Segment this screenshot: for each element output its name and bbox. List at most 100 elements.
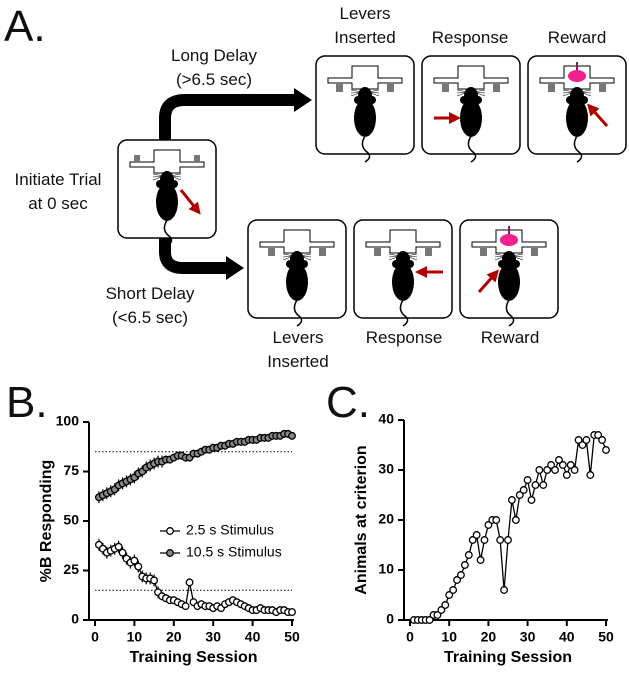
whisker bbox=[388, 253, 401, 257]
mouse-tail bbox=[505, 299, 515, 327]
data-point bbox=[574, 436, 583, 444]
whisker bbox=[511, 253, 524, 257]
mouse-tail bbox=[573, 135, 583, 163]
data-point bbox=[507, 496, 516, 504]
mouse-body bbox=[460, 99, 482, 137]
chamber-wall bbox=[327, 65, 403, 90]
mouse-body bbox=[392, 263, 414, 301]
data-point bbox=[504, 536, 512, 544]
x-tick-label: 10 bbox=[127, 629, 143, 645]
whisker bbox=[152, 175, 165, 178]
whisker bbox=[152, 175, 165, 181]
lever bbox=[531, 248, 538, 256]
stage-label: Reward bbox=[480, 328, 540, 347]
chamber-wall bbox=[365, 229, 441, 254]
x-tick-label: 20 bbox=[166, 629, 182, 645]
panel-label: A. bbox=[4, 2, 46, 51]
y-axis-label: %B Responding bbox=[38, 460, 55, 583]
whisker bbox=[456, 89, 469, 93]
data-point bbox=[476, 556, 485, 564]
mouse-ear bbox=[580, 96, 588, 104]
mouse-tail bbox=[467, 135, 477, 163]
legend-marker bbox=[166, 549, 174, 557]
whisker bbox=[169, 175, 182, 178]
data-point bbox=[558, 461, 567, 469]
branch-arrow bbox=[159, 238, 228, 274]
y-axis-label: Animals at criterion bbox=[353, 445, 370, 594]
mouse-ear bbox=[566, 96, 574, 104]
whisker bbox=[388, 255, 401, 261]
x-tick-label: 0 bbox=[91, 629, 99, 645]
stage-label: Levers Inserted bbox=[267, 328, 329, 371]
mouse-body bbox=[354, 99, 376, 137]
whisker bbox=[579, 91, 592, 94]
mouse-body bbox=[156, 183, 178, 221]
reward bbox=[568, 70, 586, 82]
mouse-ear bbox=[354, 96, 362, 104]
data-point bbox=[594, 431, 603, 439]
y-tick-label: 30 bbox=[378, 461, 394, 477]
cue-arrow bbox=[179, 189, 201, 215]
lever bbox=[548, 84, 555, 92]
whisker bbox=[169, 175, 182, 181]
mouse-ear bbox=[368, 96, 376, 104]
x-tick-label: 50 bbox=[598, 629, 614, 645]
data-point bbox=[515, 491, 524, 499]
data-point bbox=[437, 606, 446, 614]
whisker bbox=[456, 91, 469, 97]
stage-label: Reward bbox=[547, 28, 607, 47]
data-point bbox=[531, 481, 540, 489]
mouse-ear bbox=[512, 260, 520, 268]
lever bbox=[599, 84, 606, 92]
data-point bbox=[114, 542, 123, 551]
lever bbox=[134, 155, 140, 162]
cue-arrow bbox=[587, 103, 609, 127]
data-point bbox=[500, 586, 509, 594]
data-point bbox=[425, 616, 434, 624]
data-point bbox=[527, 496, 536, 504]
data-point bbox=[150, 576, 159, 585]
chamber-wall bbox=[433, 65, 509, 90]
x-tick-label: 40 bbox=[559, 629, 575, 645]
data-point bbox=[492, 516, 501, 524]
whisker bbox=[562, 91, 575, 94]
x-axis-label: Training Session bbox=[444, 649, 572, 666]
mouse-body bbox=[286, 263, 308, 301]
y-tick-label: 0 bbox=[71, 611, 79, 627]
x-axis-label: Training Session bbox=[129, 649, 257, 666]
branch-label: Short Delay (<6.5 sec) bbox=[105, 284, 195, 327]
whisker bbox=[494, 255, 507, 261]
legend-marker bbox=[166, 527, 174, 535]
lever bbox=[442, 84, 449, 92]
data-point bbox=[457, 571, 465, 579]
x-tick-label: 20 bbox=[481, 629, 497, 645]
series-line bbox=[413, 434, 607, 621]
whisker bbox=[494, 255, 507, 258]
data-point bbox=[586, 471, 595, 479]
y-tick-label: 75 bbox=[63, 462, 79, 478]
branch-arrowhead bbox=[226, 256, 244, 280]
lever bbox=[374, 248, 381, 256]
mouse-ear bbox=[474, 96, 482, 104]
lever bbox=[268, 248, 275, 256]
chamber-wall bbox=[129, 149, 205, 174]
data-point bbox=[464, 551, 473, 559]
data-point bbox=[453, 576, 461, 584]
data-point bbox=[118, 548, 127, 557]
panel-label: B. bbox=[6, 378, 48, 427]
data-point bbox=[449, 586, 458, 594]
whisker bbox=[473, 91, 486, 97]
mouse-ear bbox=[406, 260, 414, 268]
data-point bbox=[288, 431, 296, 440]
whisker bbox=[562, 91, 575, 97]
mouse-tail bbox=[361, 135, 371, 163]
data-point bbox=[480, 536, 489, 544]
legend-label: 10.5 s Stimulus bbox=[186, 544, 282, 560]
whisker bbox=[367, 91, 380, 94]
whisker bbox=[473, 89, 486, 93]
data-point bbox=[539, 481, 548, 489]
whisker bbox=[388, 255, 401, 258]
mouse-ear bbox=[286, 260, 294, 268]
lever bbox=[480, 248, 487, 256]
